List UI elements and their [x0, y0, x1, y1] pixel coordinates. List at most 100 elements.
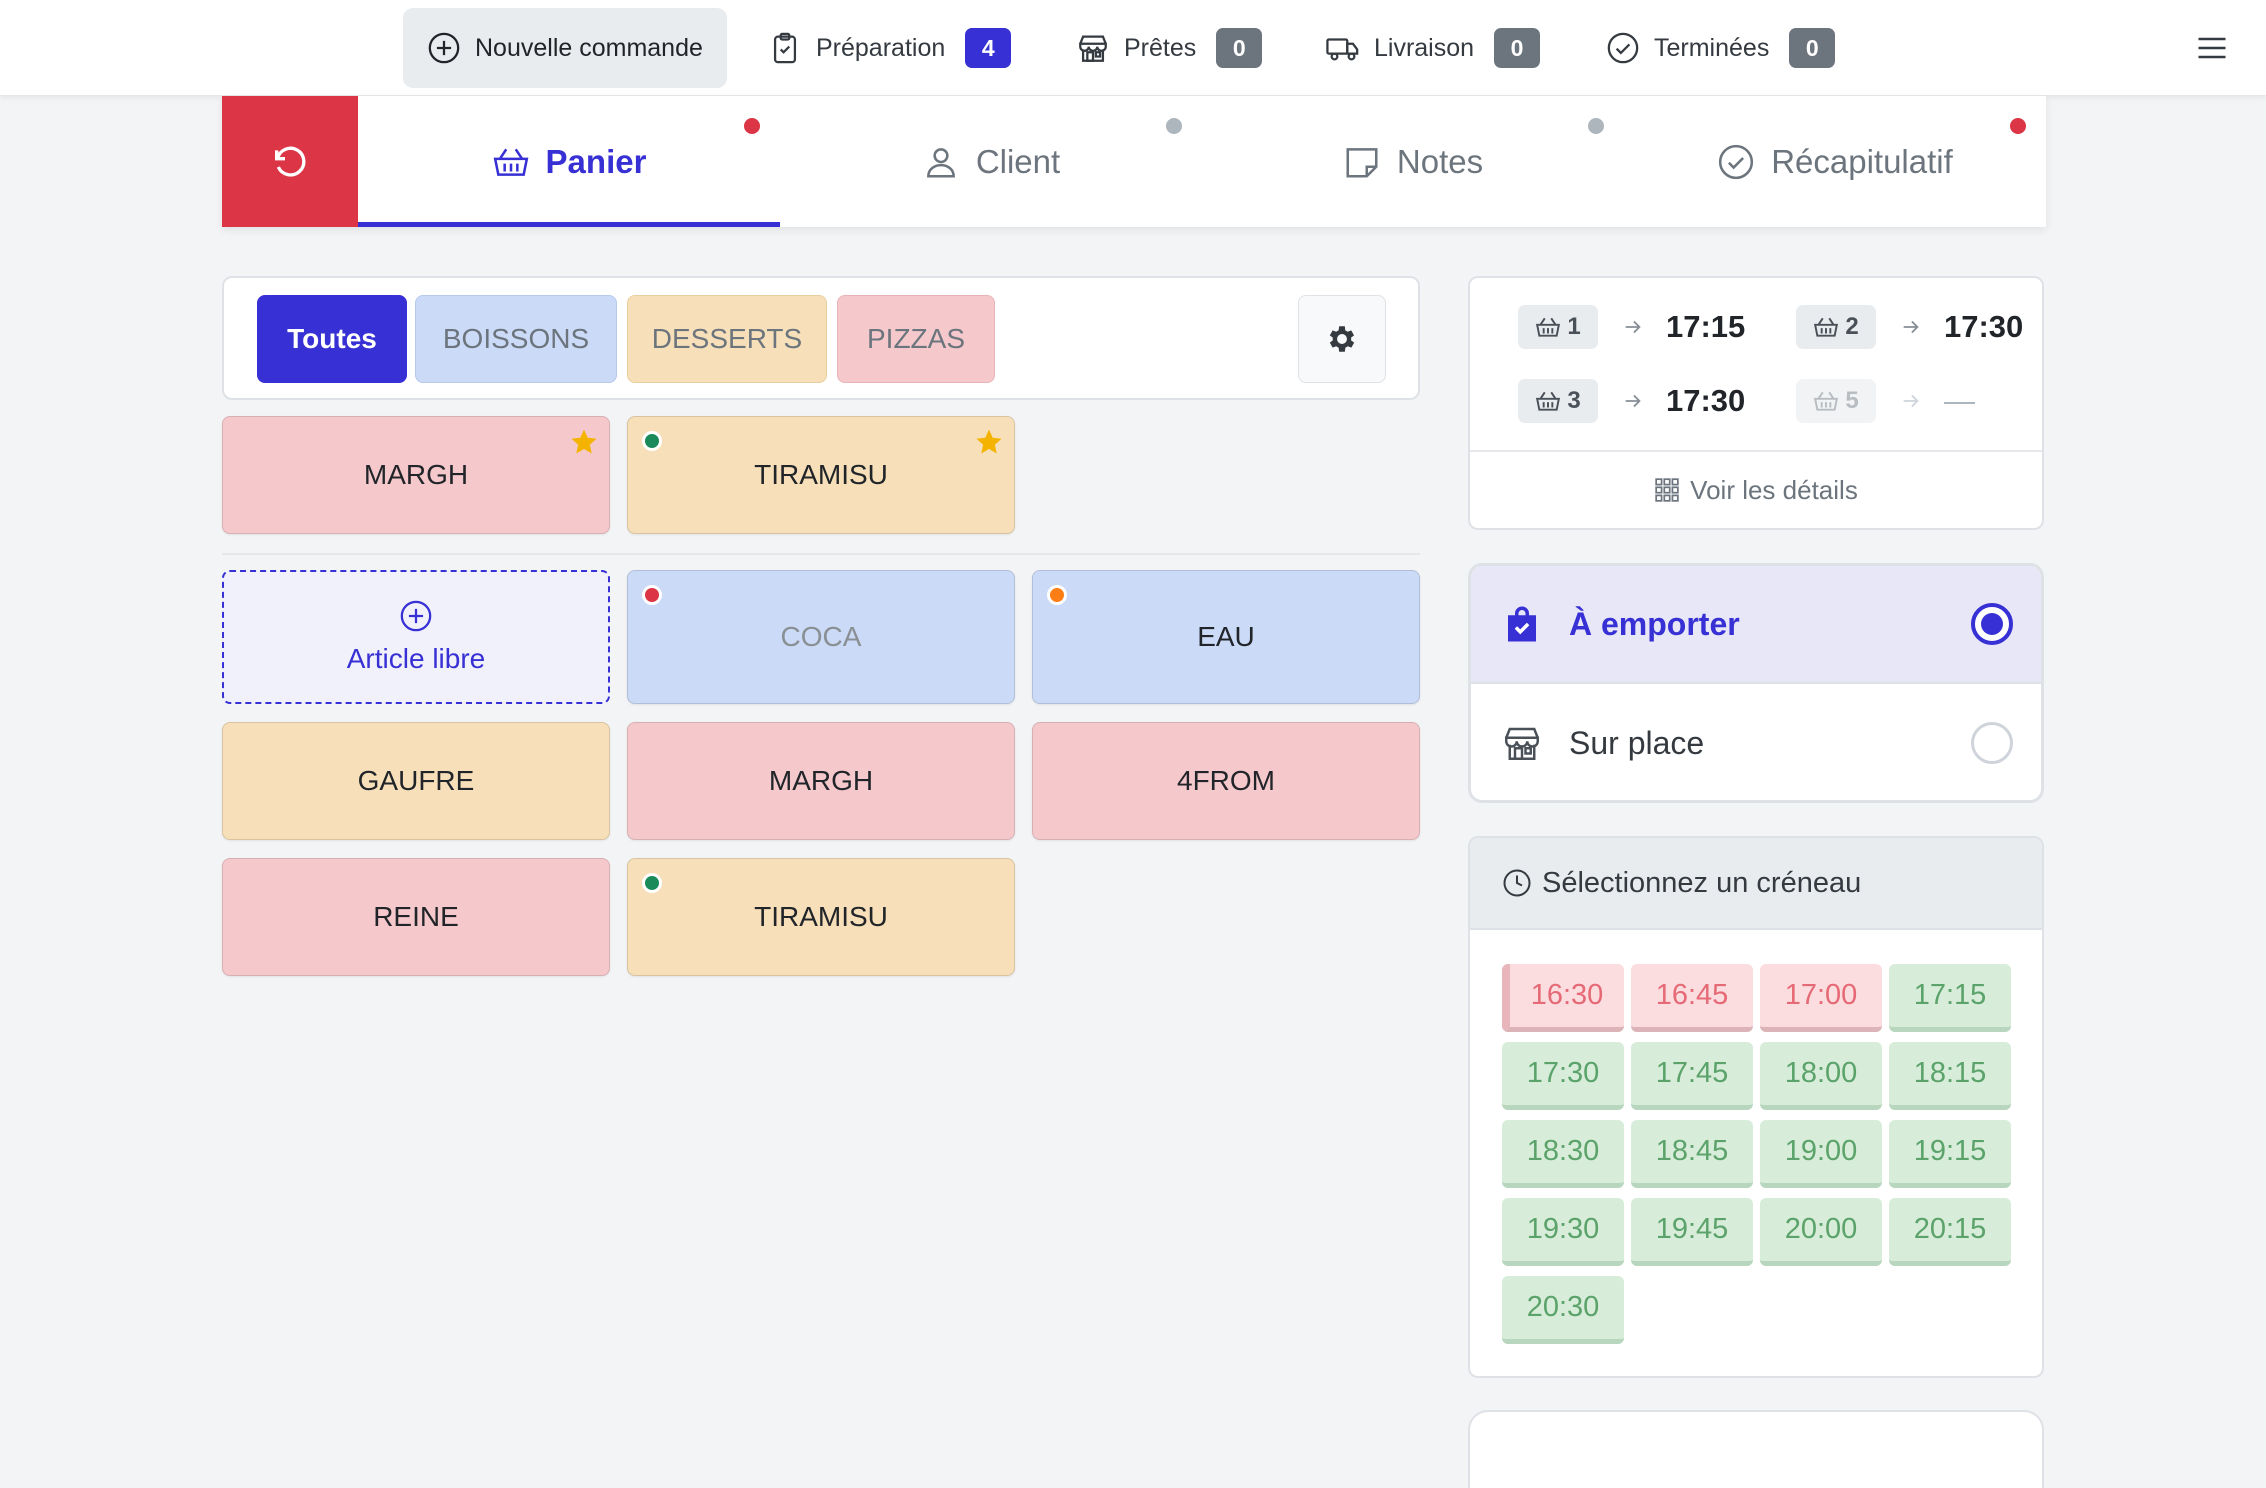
basket-icon	[1814, 317, 1839, 337]
status-dot	[2010, 118, 2026, 134]
summary-entry: 3 17:30	[1518, 379, 1745, 423]
status-dot	[1047, 585, 1067, 605]
timeslot-button[interactable]: 19:15	[1889, 1120, 2011, 1188]
view-details-label: Voir les détails	[1690, 474, 1858, 505]
nav-delivery[interactable]: Livraison 0	[1326, 8, 1541, 88]
done-count-badge: 0	[1789, 28, 1836, 68]
preparation-count-badge: 4	[965, 28, 1012, 68]
product-tile[interactable]: 4FROM	[1032, 722, 1420, 840]
tab-recapitulatif[interactable]: Récapitulatif	[1624, 96, 2046, 227]
product-tile[interactable]: TIRAMISU	[627, 858, 1015, 976]
nav-preparation[interactable]: Préparation 4	[768, 8, 1012, 88]
clipboard-check-icon	[773, 32, 797, 64]
settings-button[interactable]	[1298, 295, 1386, 383]
tab-panier[interactable]: Panier	[358, 96, 780, 227]
nav-done[interactable]: Terminées 0	[1606, 8, 1836, 88]
slot-summary-card: 1 17:15 2 17:30 3 17:30 5 — Voir les dét…	[1468, 276, 2044, 530]
product-label: MARGH	[363, 459, 469, 490]
timeslot-button[interactable]: 16:30	[1502, 964, 1624, 1032]
check-circle-icon	[1607, 32, 1639, 64]
timeslot-button[interactable]: 19:30	[1502, 1198, 1624, 1266]
summary-time: 17:15	[1666, 309, 1746, 344]
basket-count-pill: 3	[1518, 379, 1598, 423]
nav-ready[interactable]: Prêtes 0	[1076, 8, 1263, 88]
filter-toutes[interactable]: Toutes	[257, 295, 407, 383]
timeslot-button[interactable]: 16:45	[1631, 964, 1753, 1032]
plus-circle-icon	[428, 32, 460, 64]
truck-icon	[1326, 38, 1359, 61]
tab-notes[interactable]: Notes	[1202, 96, 1624, 227]
summary-time: —	[1944, 383, 1975, 418]
arrow-right-icon	[1903, 320, 1919, 334]
timeslot-button[interactable]: 20:30	[1502, 1276, 1624, 1344]
product-tile[interactable]: MARGH	[627, 722, 1015, 840]
product-tile[interactable]: REINE	[222, 858, 610, 976]
timeslot-button[interactable]: 20:15	[1889, 1198, 2011, 1266]
basket-count-pill: 1	[1518, 305, 1598, 349]
timeslot-button[interactable]: 18:15	[1889, 1042, 2011, 1110]
timeslot-header: Sélectionnez un créneau	[1470, 838, 2042, 930]
mode-takeaway-option[interactable]: À emporter	[1471, 566, 2041, 684]
product-tile[interactable]: EAU	[1032, 570, 1420, 704]
tab-notes-label: Notes	[1396, 142, 1484, 180]
sticky-note-icon	[1346, 147, 1378, 178]
product-tile-favorite[interactable]: MARGH	[222, 416, 610, 534]
star-icon	[571, 429, 597, 454]
service-mode-card: À emporter Sur place	[1468, 563, 2044, 803]
next-card-partial	[1468, 1410, 2044, 1488]
basket-icon	[493, 148, 528, 176]
summary-entry: 1 17:15	[1518, 305, 1745, 349]
radio-button[interactable]	[1971, 603, 2013, 645]
filter-desserts[interactable]: DESSERTS	[627, 295, 827, 383]
filter-pizzas[interactable]: PIZZAS	[837, 295, 995, 383]
product-label: TIRAMISU	[754, 459, 888, 490]
timeslot-button[interactable]: 19:45	[1631, 1198, 1753, 1266]
product-label: GAUFRE	[357, 765, 475, 796]
tab-client[interactable]: Client	[780, 96, 1202, 227]
timeslot-button[interactable]: 17:45	[1631, 1042, 1753, 1110]
timeslot-button[interactable]: 17:30	[1502, 1042, 1624, 1110]
timeslot-button[interactable]: 17:00	[1760, 964, 1882, 1032]
new-order-button[interactable]: Nouvelle commande	[403, 8, 727, 88]
timeslot-button[interactable]: 20:00	[1760, 1198, 1882, 1266]
product-tile[interactable]: GAUFRE	[222, 722, 610, 840]
free-article-button[interactable]: Article libre	[222, 570, 610, 704]
mode-dine-in-option[interactable]: Sur place	[1471, 684, 2041, 800]
status-dot	[744, 118, 760, 134]
arrow-right-icon	[1625, 320, 1641, 334]
product-tile[interactable]: COCA	[627, 570, 1015, 704]
timeslot-title: Sélectionnez un créneau	[1542, 866, 1862, 899]
person-icon	[926, 147, 955, 178]
delivery-count-badge: 0	[1494, 28, 1541, 68]
timeslot-card: Sélectionnez un créneau 16:30 16:45 17:0…	[1468, 836, 2044, 1378]
timeslot-button[interactable]: 18:00	[1760, 1042, 1882, 1110]
timeslot-button[interactable]: 18:45	[1631, 1120, 1753, 1188]
divider	[222, 553, 1420, 555]
basket-count: 2	[1845, 313, 1859, 340]
mode-dine-in-label: Sur place	[1569, 724, 1705, 761]
timeslot-button[interactable]: 18:30	[1502, 1120, 1624, 1188]
tab-panier-label: Panier	[545, 142, 647, 180]
tab-client-label: Client	[975, 142, 1061, 180]
product-label: REINE	[373, 901, 459, 932]
tab-recapitulatif-label: Récapitulatif	[1771, 142, 1953, 180]
view-details-button[interactable]: Voir les détails	[1470, 450, 2042, 528]
timeslot-button[interactable]: 19:00	[1760, 1120, 1882, 1188]
product-label: COCA	[780, 621, 862, 652]
summary-time: 17:30	[1944, 309, 2024, 344]
reset-button[interactable]	[222, 96, 358, 227]
status-dot	[1166, 118, 1182, 134]
filter-boissons[interactable]: BOISSONS	[415, 295, 617, 383]
star-icon	[976, 429, 1002, 454]
product-tile-favorite[interactable]: TIRAMISU	[627, 416, 1015, 534]
timeslot-button[interactable]: 17:15	[1889, 964, 2011, 1032]
top-navbar: Nouvelle commande Préparation 4 Prêtes 0…	[0, 0, 2266, 96]
hamburger-menu-icon[interactable]	[2194, 30, 2230, 66]
summary-time: 17:30	[1666, 383, 1746, 418]
radio-button[interactable]	[1971, 722, 2013, 764]
check-circle-icon	[1719, 144, 1754, 179]
product-label: MARGH	[768, 765, 874, 796]
shop-icon	[1079, 35, 1107, 62]
summary-entry: 5 —	[1796, 379, 1975, 423]
clock-icon	[1503, 869, 1531, 897]
